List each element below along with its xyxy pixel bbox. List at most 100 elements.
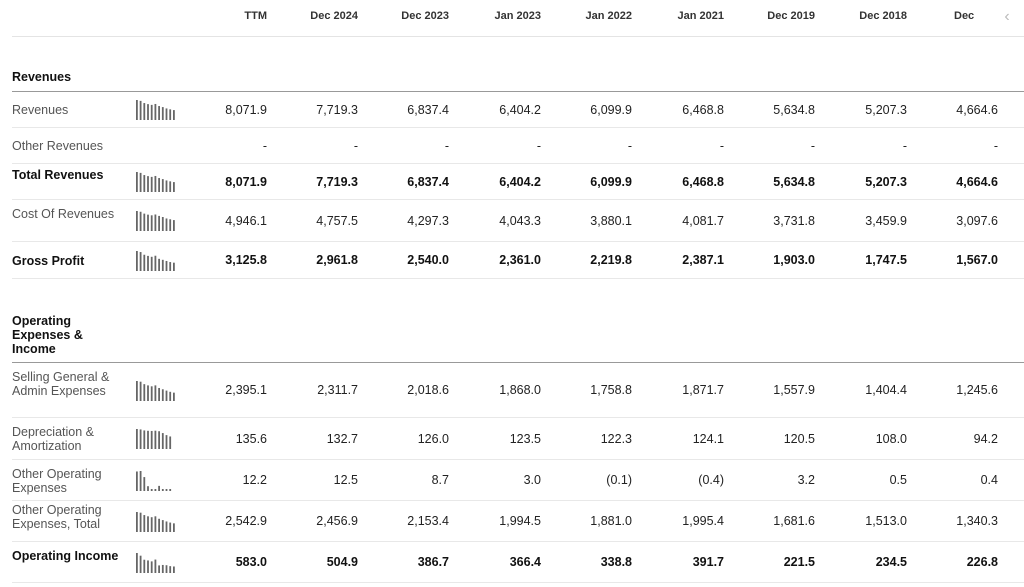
sparkline-chart xyxy=(136,100,175,120)
table-cell: 132.7 xyxy=(326,432,358,446)
table-cell: 122.3 xyxy=(600,432,632,446)
sparkline-bar xyxy=(139,211,142,231)
sparkline-bar xyxy=(158,178,160,192)
table-cell: 6,468.8 xyxy=(682,175,724,189)
sparkline-chart xyxy=(136,251,175,271)
sparkline-bar xyxy=(154,255,157,271)
sparkline-bar xyxy=(136,251,138,271)
table-cell: 4,664.6 xyxy=(956,175,998,189)
table-cell: - xyxy=(993,139,998,153)
sparkline-bar xyxy=(165,489,168,491)
sparkline-bar xyxy=(169,436,172,449)
table-cell: 5,634.8 xyxy=(773,103,815,117)
row-label: Total Revenues xyxy=(12,168,104,182)
table-cell: 120.5 xyxy=(783,432,815,446)
table-cell: 386.7 xyxy=(417,555,449,569)
table-row[interactable]: Other Revenues - - - - - - - - - xyxy=(12,128,1024,164)
sparkline-bar xyxy=(161,259,164,271)
sparkline-bar xyxy=(136,512,138,532)
column-header: Jan 2021 xyxy=(677,10,724,22)
table-cell: 3,125.8 xyxy=(225,253,267,267)
table-cell: 3,731.8 xyxy=(773,214,815,228)
section-title: Revenues xyxy=(12,70,72,84)
column-header: Jan 2023 xyxy=(494,10,541,22)
sparkline-bar xyxy=(136,471,138,491)
sparkline-bar xyxy=(143,477,146,491)
sparkline-bar xyxy=(154,103,157,120)
table-row[interactable]: Revenues 8,071.9 7,719.3 6,837.4 6,404.2 6,09… xyxy=(12,92,1024,128)
table-cell: 366.4 xyxy=(509,555,541,569)
sparkline-bar xyxy=(147,385,149,401)
table-cell: 3.0 xyxy=(523,473,541,487)
sparkline-bar xyxy=(158,387,160,401)
sparkline-bar xyxy=(161,433,164,449)
table-cell: 2,387.1 xyxy=(682,253,724,267)
sparkline-bar xyxy=(173,566,175,573)
column-header-row: TTM Dec 2024 Dec 2023 Jan 2023 Jan 2022 Jan 2… xyxy=(12,0,1024,37)
table-cell: 0.5 xyxy=(889,473,907,487)
table-cell: 221.5 xyxy=(783,555,815,569)
sparkline-bar xyxy=(150,561,153,573)
table-cell: 226.8 xyxy=(966,555,998,569)
table-cell: 6,468.8 xyxy=(682,103,724,117)
sparkline-bar xyxy=(169,391,172,401)
sparkline-bar xyxy=(139,172,142,192)
sparkline-bar xyxy=(161,107,164,120)
sparkline-bar xyxy=(165,260,168,271)
sparkline-bar xyxy=(139,381,142,401)
table-cell: 8.7 xyxy=(431,473,449,487)
row-label: Revenues xyxy=(12,103,69,117)
row-label: Selling General & Admin Expenses xyxy=(12,370,110,398)
sparkline-bar xyxy=(169,566,172,573)
sparkline-bar xyxy=(136,553,138,573)
sparkline-bar xyxy=(147,255,149,271)
row-label: Other Operating Expenses, Total xyxy=(12,503,102,531)
table-cell: 126.0 xyxy=(417,432,449,446)
table-cell: 2,219.8 xyxy=(590,253,632,267)
sparkline-bar xyxy=(165,218,168,231)
table-cell: 0.4 xyxy=(980,473,998,487)
table-cell: 5,207.3 xyxy=(865,103,907,117)
row-label: Other Revenues xyxy=(12,139,104,153)
sparkline-bar xyxy=(158,485,160,491)
sparkline-bar xyxy=(143,515,146,532)
table-row[interactable]: Operating Income 583.0 504.9 386.7 366.4 338.… xyxy=(12,542,1024,583)
table-row[interactable]: Gross Profit 3,125.8 2,961.8 2,540.0 2,361.0… xyxy=(12,242,1024,279)
table-cell: 4,946.1 xyxy=(225,214,267,228)
table-row[interactable]: Other Operating Expenses 12.2 12.5 8.7 3.0 (0… xyxy=(12,460,1024,501)
sparkline-bar xyxy=(136,172,138,192)
sparkline-bar xyxy=(147,104,149,120)
table-row[interactable]: Total Revenues 8,071.9 7,719.3 6,837.4 6,404… xyxy=(12,164,1024,200)
sparkline-bar xyxy=(154,214,157,231)
table-row[interactable]: Cost Of Revenues 4,946.1 4,757.5 4,297.3 4,0… xyxy=(12,200,1024,242)
table-cell: 4,664.6 xyxy=(956,103,998,117)
table-cell: 6,837.4 xyxy=(407,175,449,189)
table-cell: 4,297.3 xyxy=(407,214,449,228)
table-cell: 6,837.4 xyxy=(407,103,449,117)
sparkline-bar xyxy=(136,429,138,449)
sparkline-bar xyxy=(139,555,142,573)
table-row[interactable]: Other Operating Expenses, Total 2,542.9 2,… xyxy=(12,501,1024,542)
column-header: TTM xyxy=(244,10,267,22)
column-header: Dec xyxy=(954,10,974,22)
section-divider xyxy=(12,362,1024,363)
row-label: Gross Profit xyxy=(12,254,85,268)
table-cell: 1,868.0 xyxy=(499,383,541,397)
sparkline-bar xyxy=(147,176,149,192)
table-cell: - xyxy=(262,139,267,153)
scroll-left-button[interactable]: ‹ xyxy=(1000,8,1014,26)
table-row[interactable]: Selling General & Admin Expenses 2,395.1 2… xyxy=(12,363,1024,418)
table-cell: 2,153.4 xyxy=(407,514,449,528)
table-cell: 7,719.3 xyxy=(316,103,358,117)
sparkline-bar xyxy=(173,182,175,192)
table-cell: 391.7 xyxy=(692,555,724,569)
sparkline-bar xyxy=(150,104,153,120)
sparkline-bar xyxy=(139,471,142,491)
sparkline-bar xyxy=(143,384,146,401)
sparkline-chart xyxy=(136,381,175,401)
sparkline-bar xyxy=(143,175,146,192)
column-header: Dec 2023 xyxy=(401,10,449,22)
sparkline-bar xyxy=(158,565,160,573)
table-cell: 6,404.2 xyxy=(499,103,541,117)
table-row[interactable]: Depreciation & Amortization 135.6 132.7 126… xyxy=(12,418,1024,460)
